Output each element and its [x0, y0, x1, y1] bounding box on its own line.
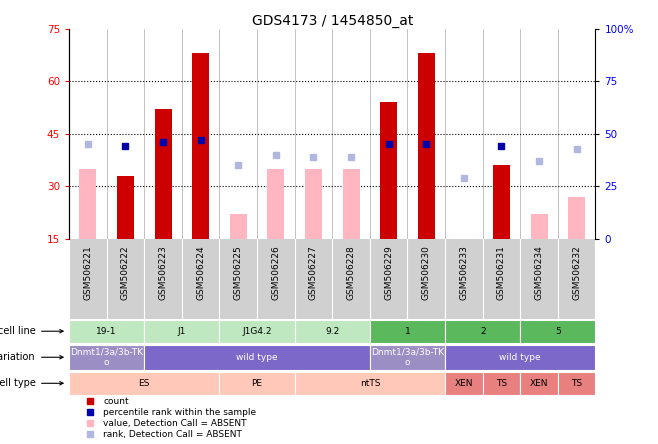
- Bar: [445, 320, 520, 343]
- Text: GSM506231: GSM506231: [497, 245, 506, 300]
- Text: ES: ES: [139, 379, 150, 388]
- Bar: [493, 165, 510, 239]
- Text: Dnmt1/3a/3b-TK
o: Dnmt1/3a/3b-TK o: [371, 348, 444, 367]
- Text: 1: 1: [405, 327, 411, 336]
- Text: wild type: wild type: [236, 353, 278, 362]
- Bar: [520, 372, 558, 395]
- Text: rank, Detection Call = ABSENT: rank, Detection Call = ABSENT: [103, 430, 242, 439]
- Bar: [305, 169, 322, 239]
- Bar: [445, 345, 595, 369]
- Bar: [530, 214, 547, 239]
- Text: GSM506234: GSM506234: [534, 245, 544, 300]
- Text: GSM506230: GSM506230: [422, 245, 431, 300]
- Bar: [80, 169, 96, 239]
- Text: TS: TS: [571, 379, 582, 388]
- Bar: [380, 103, 397, 239]
- Bar: [69, 372, 220, 395]
- Bar: [370, 320, 445, 343]
- Title: GDS4173 / 1454850_at: GDS4173 / 1454850_at: [251, 14, 413, 28]
- Bar: [155, 109, 172, 239]
- Bar: [117, 176, 134, 239]
- Bar: [370, 345, 445, 369]
- Text: GSM506228: GSM506228: [347, 245, 355, 300]
- Bar: [295, 320, 370, 343]
- Text: GSM506226: GSM506226: [271, 245, 280, 300]
- Bar: [192, 53, 209, 239]
- Bar: [230, 214, 247, 239]
- Bar: [569, 197, 585, 239]
- Bar: [455, 239, 472, 274]
- Text: GSM506227: GSM506227: [309, 245, 318, 300]
- Text: XEN: XEN: [455, 379, 473, 388]
- Text: percentile rank within the sample: percentile rank within the sample: [103, 408, 257, 417]
- Text: cell type: cell type: [0, 378, 36, 388]
- Text: 9.2: 9.2: [325, 327, 340, 336]
- Text: GSM506225: GSM506225: [234, 245, 243, 300]
- Bar: [483, 372, 520, 395]
- Text: GSM506232: GSM506232: [572, 245, 581, 300]
- Text: XEN: XEN: [530, 379, 548, 388]
- Text: GSM506221: GSM506221: [84, 245, 92, 300]
- Text: 5: 5: [555, 327, 561, 336]
- Text: wild type: wild type: [499, 353, 541, 362]
- Bar: [445, 372, 483, 395]
- Text: GSM506223: GSM506223: [159, 245, 168, 300]
- Text: J1G4.2: J1G4.2: [242, 327, 272, 336]
- Bar: [69, 320, 144, 343]
- Text: PE: PE: [251, 379, 263, 388]
- Bar: [295, 372, 445, 395]
- Text: GSM506222: GSM506222: [121, 245, 130, 300]
- Text: cell line: cell line: [0, 326, 36, 336]
- Text: J1: J1: [178, 327, 186, 336]
- Text: value, Detection Call = ABSENT: value, Detection Call = ABSENT: [103, 419, 247, 428]
- Text: 2: 2: [480, 327, 486, 336]
- Bar: [343, 169, 359, 239]
- Bar: [144, 345, 370, 369]
- Bar: [418, 53, 435, 239]
- Text: GSM506229: GSM506229: [384, 245, 393, 300]
- Text: ntTS: ntTS: [360, 379, 380, 388]
- Text: genotype/variation: genotype/variation: [0, 352, 36, 362]
- Bar: [144, 320, 220, 343]
- Bar: [220, 320, 295, 343]
- Bar: [520, 320, 595, 343]
- Text: GSM506233: GSM506233: [459, 245, 468, 300]
- Bar: [69, 345, 144, 369]
- Bar: [220, 372, 295, 395]
- Bar: [267, 169, 284, 239]
- Text: Dnmt1/3a/3b-TK
o: Dnmt1/3a/3b-TK o: [70, 348, 143, 367]
- Text: GSM506224: GSM506224: [196, 245, 205, 300]
- Text: TS: TS: [496, 379, 507, 388]
- Text: count: count: [103, 397, 129, 406]
- Bar: [558, 372, 595, 395]
- Text: 19-1: 19-1: [97, 327, 117, 336]
